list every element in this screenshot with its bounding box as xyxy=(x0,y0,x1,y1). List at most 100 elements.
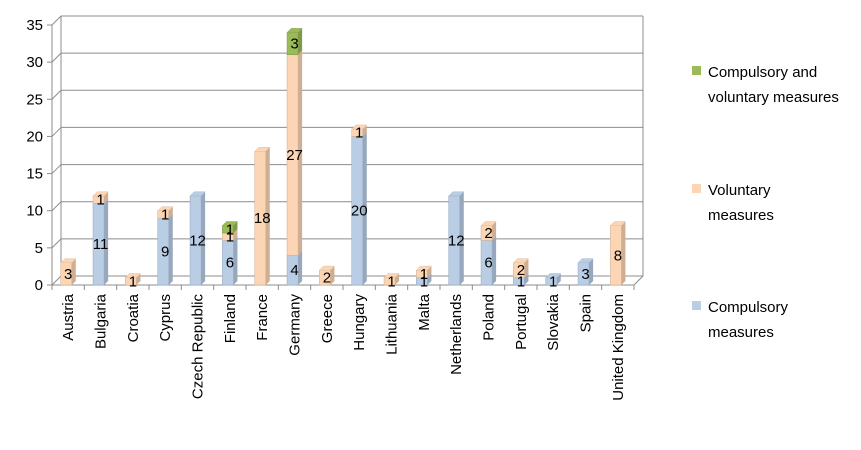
bar-top-face xyxy=(512,258,530,263)
data-label: 1 xyxy=(387,273,395,290)
bar-side-face xyxy=(459,191,464,285)
bar-side-face xyxy=(168,206,173,219)
x-tick-label: Spain xyxy=(578,294,595,332)
x-tick-label: Malta xyxy=(416,293,433,330)
x-tick-label: Cyprus xyxy=(157,294,174,342)
data-label: 20 xyxy=(351,203,368,220)
bar-side-face xyxy=(362,132,367,285)
bar-side-face xyxy=(330,266,335,285)
bar-top-face xyxy=(254,146,271,152)
x-tick-label: Austria xyxy=(60,293,77,340)
x-tick-label: Croatia xyxy=(125,293,142,342)
bar-top-face xyxy=(286,28,303,33)
data-label: 2 xyxy=(517,262,525,279)
data-label: 1 xyxy=(129,273,137,290)
data-label: 1 xyxy=(517,273,525,290)
bar-top-face xyxy=(609,221,627,226)
data-label: 12 xyxy=(448,232,465,249)
bar-top-face xyxy=(480,221,497,226)
data-label: 2 xyxy=(484,225,492,242)
bar-side-face xyxy=(395,273,400,285)
bar-side-face xyxy=(104,191,109,204)
bar-side-face xyxy=(427,266,432,278)
x-tick-label: Czech Republic xyxy=(190,294,207,400)
x-tick-label: Finland xyxy=(222,294,239,343)
data-label: 8 xyxy=(614,247,622,264)
bar-side-face xyxy=(492,221,497,241)
bar-top-face xyxy=(60,258,77,263)
y-tick-label: 20 xyxy=(26,128,43,145)
bar-side-face xyxy=(201,191,206,285)
gridline-diagonal xyxy=(51,238,62,249)
legend-swatch xyxy=(692,66,701,75)
x-tick-label: Slovakia xyxy=(545,293,562,350)
data-label: 1 xyxy=(161,206,169,223)
bar-top-face xyxy=(383,273,400,278)
legend-swatch xyxy=(692,301,701,310)
bar-side-face xyxy=(524,258,529,278)
data-label: 9 xyxy=(161,244,169,261)
gridline-diagonal xyxy=(51,164,62,174)
bar-side-face xyxy=(492,236,497,285)
bar-side-face xyxy=(168,214,173,285)
x-tick-label: Portugal xyxy=(513,294,530,350)
bar-top-face xyxy=(189,191,206,197)
data-label: 11 xyxy=(93,236,109,253)
x-tick-label: Hungary xyxy=(351,294,368,351)
data-label: 1 xyxy=(355,125,363,142)
data-label: 6 xyxy=(226,255,234,272)
x-tick-label: Bulgaria xyxy=(93,293,110,349)
bar-top-face xyxy=(221,221,239,226)
gridline-diagonal xyxy=(51,201,62,212)
bar-side-face xyxy=(136,273,141,285)
gridline-diagonal xyxy=(51,127,62,137)
bar-top-face xyxy=(545,273,562,278)
y-tick-label: 10 xyxy=(26,203,43,220)
x-tick-label: Germany xyxy=(287,294,304,356)
data-label: 3 xyxy=(290,36,298,53)
data-label: 18 xyxy=(254,210,271,227)
y-tick-label: 0 xyxy=(35,277,43,294)
data-label: 1 xyxy=(226,221,234,238)
bar-top-face xyxy=(351,124,368,130)
bar-side-face xyxy=(621,221,626,285)
data-label: 27 xyxy=(286,147,303,164)
data-label: 3 xyxy=(64,266,72,283)
bar-top-face xyxy=(124,273,142,278)
data-label: 1 xyxy=(96,192,104,209)
y-tick-label: 35 xyxy=(26,17,43,34)
gridline-diagonal xyxy=(51,275,62,286)
x-tick-label: Netherlands xyxy=(448,294,465,375)
x-tick-label: Greece xyxy=(319,294,336,343)
y-tick-label: 25 xyxy=(26,91,43,108)
data-label: 1 xyxy=(226,229,234,246)
legend-label: Compulsory and voluntary measures xyxy=(708,64,839,106)
bar-side-face xyxy=(524,273,529,285)
bar-side-face xyxy=(298,251,303,285)
data-label: 3 xyxy=(581,266,589,283)
data-label: 2 xyxy=(323,270,331,287)
data-label: 12 xyxy=(189,232,206,249)
y-tick-label: 15 xyxy=(26,166,43,183)
x-tick-label: Poland xyxy=(481,294,498,341)
bar-side-face xyxy=(556,273,561,285)
bar-top-face xyxy=(157,206,174,211)
x-tick-label: Lithuania xyxy=(384,293,401,355)
bar-side-face xyxy=(233,236,238,285)
bar-top-face xyxy=(318,265,336,271)
y-tick-label: 30 xyxy=(26,54,43,71)
bar-side-face xyxy=(427,273,432,285)
bar-top-face xyxy=(92,191,109,197)
gridline-diagonal xyxy=(51,52,62,63)
legend-swatch xyxy=(692,184,701,193)
data-label: 1 xyxy=(549,273,557,290)
data-label: 1 xyxy=(420,266,428,283)
bar-side-face xyxy=(233,228,238,241)
floor-right-edge xyxy=(633,275,644,286)
data-label: 1 xyxy=(420,273,428,290)
bar-top-face xyxy=(448,191,465,197)
bar-side-face xyxy=(589,258,594,285)
gridline-diagonal xyxy=(51,15,62,26)
legend-label: Compulsory measures xyxy=(708,299,789,341)
